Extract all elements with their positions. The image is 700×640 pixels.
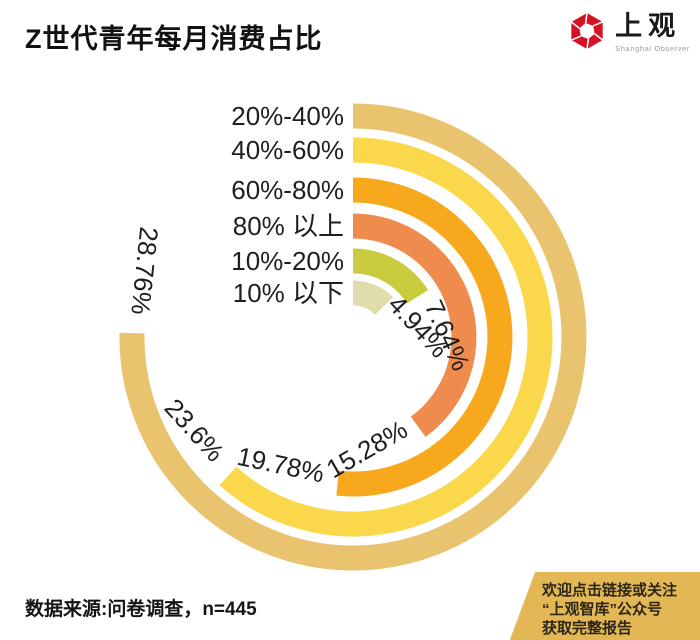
arc-segment-2 xyxy=(336,177,513,497)
cta-line: 获取完整报告 xyxy=(542,620,633,637)
page-title: Z世代青年每月消费占比 xyxy=(25,24,323,54)
value-label-0: 28.76% xyxy=(125,225,164,316)
arc-segment-4 xyxy=(352,248,429,304)
category-label-3: 80% 以上 xyxy=(233,211,344,241)
logo-name: 上观 xyxy=(615,11,682,42)
shanghai-observer-logo-icon xyxy=(571,12,604,50)
category-label-2: 60%-80% xyxy=(231,175,344,205)
cta-box[interactable]: 欢迎点击链接或关注 “上观智库”公众号 获取完整报告 xyxy=(509,572,700,640)
category-label-5: 10% 以下 xyxy=(233,278,344,308)
cta-line: “上观智库”公众号 xyxy=(542,601,663,618)
logo-text: 上观 Shanghai Observer xyxy=(615,12,690,53)
arc-segment-0 xyxy=(119,103,587,571)
category-label-4: 10%-20% xyxy=(231,246,344,276)
arc-segment-3 xyxy=(352,213,477,437)
arc-segment-5 xyxy=(352,280,393,316)
logo-subtitle: Shanghai Observer xyxy=(615,43,690,53)
category-label-0: 20%-40% xyxy=(231,101,344,131)
cta-line: 欢迎点击链接或关注 xyxy=(542,582,678,599)
arc-segment-1 xyxy=(219,137,553,537)
logo: 上观 Shanghai Observer xyxy=(568,12,690,53)
source-note: 数据来源:问卷调查，n=445 xyxy=(25,599,257,620)
category-label-1: 40%-60% xyxy=(231,135,344,165)
